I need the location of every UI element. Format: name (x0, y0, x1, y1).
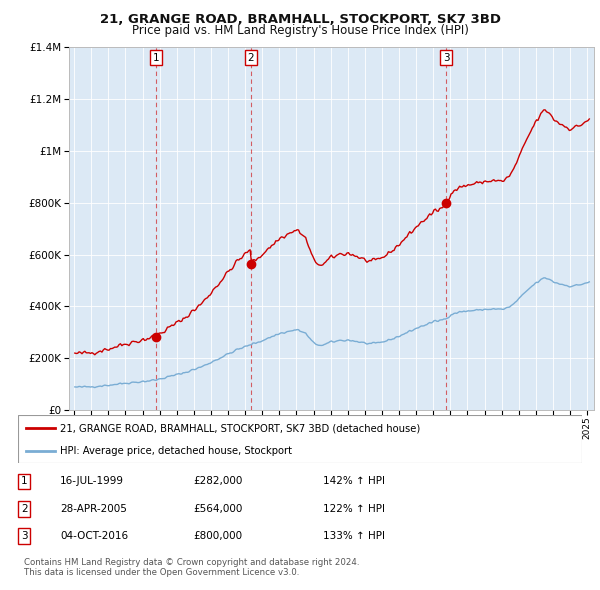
Text: £282,000: £282,000 (193, 477, 242, 487)
Text: 133% ↑ HPI: 133% ↑ HPI (323, 531, 385, 541)
Text: 2: 2 (247, 53, 254, 63)
Text: 1: 1 (153, 53, 160, 63)
Text: £800,000: £800,000 (193, 531, 242, 541)
Text: 142% ↑ HPI: 142% ↑ HPI (323, 477, 385, 487)
Text: HPI: Average price, detached house, Stockport: HPI: Average price, detached house, Stoc… (60, 446, 292, 456)
Text: 3: 3 (21, 531, 28, 541)
Text: 1: 1 (21, 477, 28, 487)
Text: 16-JUL-1999: 16-JUL-1999 (60, 477, 124, 487)
Text: 21, GRANGE ROAD, BRAMHALL, STOCKPORT, SK7 3BD (detached house): 21, GRANGE ROAD, BRAMHALL, STOCKPORT, SK… (60, 423, 421, 433)
Text: 28-APR-2005: 28-APR-2005 (60, 504, 127, 514)
Text: Contains HM Land Registry data © Crown copyright and database right 2024.
This d: Contains HM Land Registry data © Crown c… (24, 558, 359, 577)
Text: 3: 3 (443, 53, 449, 63)
Text: 122% ↑ HPI: 122% ↑ HPI (323, 504, 385, 514)
Text: 2: 2 (21, 504, 28, 514)
Text: 04-OCT-2016: 04-OCT-2016 (60, 531, 128, 541)
Text: £564,000: £564,000 (193, 504, 242, 514)
Text: 21, GRANGE ROAD, BRAMHALL, STOCKPORT, SK7 3BD: 21, GRANGE ROAD, BRAMHALL, STOCKPORT, SK… (100, 13, 500, 26)
Text: Price paid vs. HM Land Registry's House Price Index (HPI): Price paid vs. HM Land Registry's House … (131, 24, 469, 37)
